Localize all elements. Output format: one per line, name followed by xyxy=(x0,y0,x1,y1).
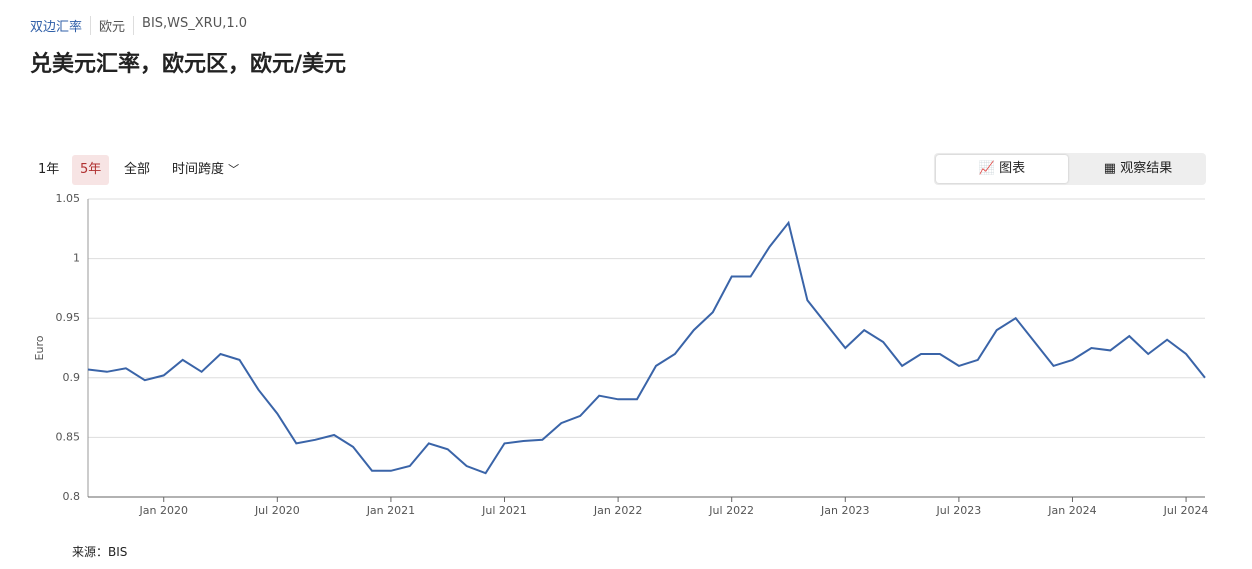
span-label: 时间跨度 xyxy=(172,162,225,177)
data-line xyxy=(87,220,1206,475)
chevron: ﹀ xyxy=(228,163,240,176)
span-dropdown[interactable]: 时间跨度 ﹀ xyxy=(164,155,247,185)
tab-label: 图表 xyxy=(999,161,1026,176)
y-tick-label: 0.85 xyxy=(56,430,81,443)
x-tick-label: Jul 2023 xyxy=(935,504,981,517)
page-title: 兑美元汇率，欧元区，欧元/美元 xyxy=(30,52,347,77)
x-tick-label: Jan 2023 xyxy=(820,504,869,517)
y-tick-label: 0.8 xyxy=(63,490,81,503)
y-tick-label: 1.05 xyxy=(56,192,81,205)
x-tick-label: Jan 2024 xyxy=(1047,504,1096,517)
y-axis-label: Euro xyxy=(33,335,46,360)
tab[interactable]: 📈 图表 xyxy=(936,155,1068,183)
x-tick-label: Jul 2021 xyxy=(481,504,527,517)
range-button[interactable]: 全部 xyxy=(124,162,151,177)
breadcrumb-item: BIS,WS_XRU,1.0 xyxy=(133,16,255,35)
x-tick-label: Jan 2022 xyxy=(593,504,642,517)
breadcrumb-item[interactable]: 欧元 xyxy=(90,16,133,35)
x-tick-label: Jul 2020 xyxy=(254,504,300,517)
y-tick-label: 0.95 xyxy=(56,311,81,324)
x-tick-label: Jul 2024 xyxy=(1163,504,1209,517)
tab-label: 观察结果 xyxy=(1120,161,1173,176)
x-tick-label: Jan 2020 xyxy=(139,504,188,517)
x-tick-label: Jul 2022 xyxy=(708,504,754,517)
range-button[interactable]: 1年 xyxy=(38,162,60,177)
tab[interactable]: ▦ 观察结果 xyxy=(1103,161,1173,176)
breadcrumb: 双边汇率 欧元 BIS,WS_XRU,1.0 xyxy=(30,16,255,35)
x-tick-label: Jan 2021 xyxy=(366,504,415,517)
y-tick-label: 1 xyxy=(73,252,80,265)
range-button[interactable]: 5年 xyxy=(72,155,110,185)
view-tabs: 📈 图表 ▦ 观察结果 xyxy=(934,153,1206,185)
breadcrumb-item[interactable]: 双边汇率 xyxy=(30,20,83,35)
y-tick-label: 0.9 xyxy=(63,371,81,384)
source: 来源：BIS xyxy=(72,545,128,559)
